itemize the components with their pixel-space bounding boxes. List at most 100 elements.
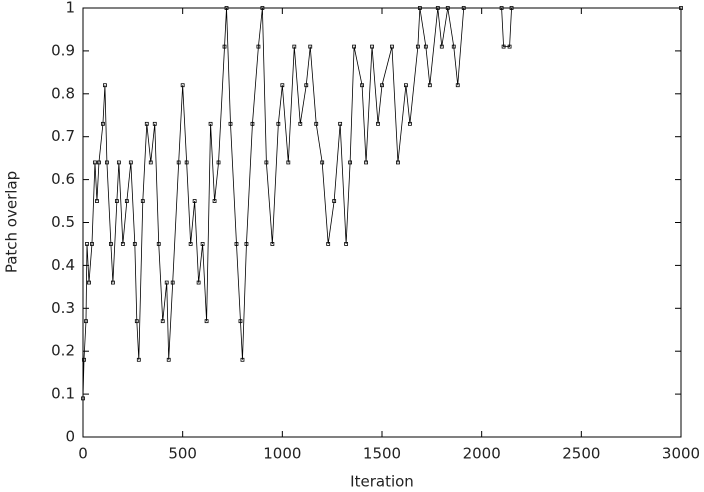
data-point <box>360 83 364 88</box>
y-tick-label: 0.4 <box>51 256 75 274</box>
data-point <box>120 242 125 246</box>
data-point <box>276 121 281 126</box>
data-point <box>85 242 89 246</box>
data-point <box>370 44 374 49</box>
data-point <box>376 121 380 126</box>
data-point <box>364 160 368 165</box>
data-point <box>208 121 213 126</box>
data-point <box>509 6 514 10</box>
data-point <box>180 83 185 88</box>
data-point <box>93 160 97 165</box>
data-point <box>380 83 384 88</box>
data-point <box>264 160 269 165</box>
data-point <box>256 44 261 49</box>
data-point <box>332 199 337 203</box>
data-point <box>439 44 444 49</box>
y-tick-label: 0.3 <box>51 299 75 317</box>
data-point <box>286 160 291 165</box>
data-point <box>260 6 265 10</box>
data-point <box>204 319 209 324</box>
data-point <box>240 357 245 362</box>
y-tick-label: 0.5 <box>51 213 75 231</box>
data-point <box>348 160 353 165</box>
data-point <box>114 199 119 203</box>
data-point <box>152 121 157 126</box>
data-point <box>196 280 201 285</box>
y-tick-label: 0 <box>65 428 75 446</box>
x-tick-label: 0 <box>78 445 88 463</box>
data-point <box>160 319 165 324</box>
data-point <box>228 121 233 126</box>
data-point <box>338 121 343 126</box>
data-point <box>314 121 319 126</box>
data-point <box>192 199 197 203</box>
data-point <box>244 242 249 246</box>
x-tick-label: 3000 <box>662 445 700 463</box>
data-point <box>212 199 217 203</box>
data-point <box>95 199 99 203</box>
y-tick-label: 0.6 <box>51 170 75 188</box>
data-point <box>200 242 205 246</box>
data-point <box>156 242 161 246</box>
data-point <box>455 83 460 88</box>
data-point <box>404 83 408 88</box>
data-point <box>170 280 175 285</box>
data-point <box>408 121 412 126</box>
data-point <box>435 6 440 10</box>
plot-frame <box>82 7 682 438</box>
data-point <box>417 6 422 10</box>
data-point <box>164 280 169 285</box>
data-point <box>87 280 91 285</box>
data-point <box>445 6 450 10</box>
data-point <box>97 160 101 165</box>
y-tick-label: 0.9 <box>51 41 75 59</box>
data-point <box>82 357 86 362</box>
data-point <box>396 160 400 165</box>
data-point <box>124 199 129 203</box>
y-tick-label: 0.7 <box>51 127 75 145</box>
data-point <box>144 121 149 126</box>
data-point <box>222 44 227 49</box>
data-point <box>344 242 349 246</box>
data-point <box>84 319 88 324</box>
data-line <box>82 7 681 399</box>
data-point <box>234 242 239 246</box>
data-point <box>134 319 139 324</box>
data-point <box>90 242 94 246</box>
data-point <box>423 44 428 49</box>
x-tick-label: 500 <box>168 445 197 463</box>
data-point <box>128 160 133 165</box>
data-point <box>166 357 171 362</box>
x-tick-label: 1500 <box>363 445 401 463</box>
data-point <box>216 160 221 165</box>
data-point <box>427 83 432 88</box>
data-point <box>103 83 107 88</box>
y-tick-label: 0.2 <box>51 342 75 360</box>
data-point <box>501 44 506 49</box>
data-point <box>224 6 229 10</box>
data-point <box>111 280 115 285</box>
x-tick-label: 1000 <box>263 445 301 463</box>
data-point <box>298 121 303 126</box>
data-point <box>679 6 683 10</box>
data-point <box>326 242 331 246</box>
data-point <box>292 44 297 49</box>
data-point <box>270 242 275 246</box>
data-point <box>132 242 137 246</box>
data-point <box>461 6 466 10</box>
data-point <box>101 121 105 126</box>
x-tick-label: 2000 <box>463 445 501 463</box>
data-point <box>451 44 456 49</box>
y-tick-label: 0.8 <box>51 84 75 102</box>
x-tick-label: 2500 <box>562 445 600 463</box>
data-point <box>499 6 504 10</box>
data-point <box>352 44 356 49</box>
y-tick-label: 1 <box>65 0 75 17</box>
data-point <box>140 199 145 203</box>
data-point <box>320 160 325 165</box>
data-point <box>136 357 141 362</box>
data-point <box>109 242 113 246</box>
data-point <box>250 121 255 126</box>
data-point <box>81 396 85 401</box>
